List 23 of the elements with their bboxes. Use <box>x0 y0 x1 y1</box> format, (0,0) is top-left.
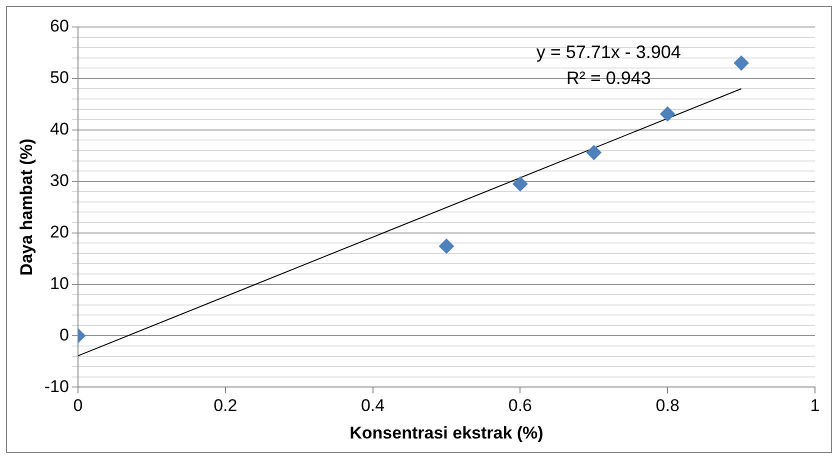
x-tick-label: 0.2 <box>214 396 238 416</box>
x-tick-label: 0 <box>73 396 83 416</box>
point <box>660 106 676 122</box>
x-tick-label: 0.6 <box>508 396 532 416</box>
x-tick-label: 1 <box>810 396 820 416</box>
point <box>734 56 749 71</box>
y-axis-title: Daya hambat (%) <box>16 138 36 276</box>
annotation: R² = 0.943 <box>566 68 651 88</box>
y-tick-label: 60 <box>50 16 69 36</box>
y-tick-label: 20 <box>50 222 69 242</box>
y-tick-label: 0 <box>60 325 69 344</box>
x-axis-title: Konsentrasi ekstrak (%) <box>350 423 544 442</box>
point <box>512 176 528 192</box>
y-tick-label: 10 <box>50 274 69 293</box>
point <box>586 145 602 160</box>
y-tick-label: -10 <box>44 376 69 396</box>
point <box>438 238 454 254</box>
annotation: y = 57.71x - 3.904 <box>536 42 681 62</box>
y-tick-label: 30 <box>50 171 69 190</box>
x-tick-label: 0.8 <box>656 396 680 416</box>
x-tick-label: 0.4 <box>360 396 385 416</box>
y-tick-label: 50 <box>50 68 69 88</box>
y-tick-label: 40 <box>50 120 69 139</box>
